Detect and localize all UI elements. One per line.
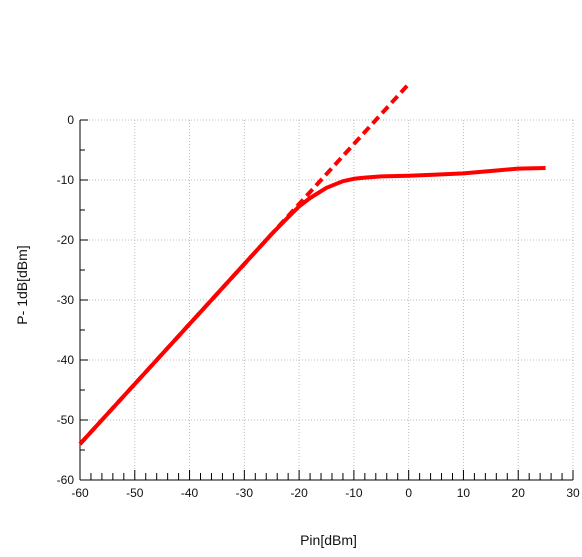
x-tick-label: -30 xyxy=(236,486,254,500)
measured-curve xyxy=(78,166,546,446)
y-tick-label: -10 xyxy=(57,173,75,187)
series-group xyxy=(78,82,546,446)
axes xyxy=(79,119,574,481)
x-tick-label: -60 xyxy=(71,486,89,500)
x-tick-label: 30 xyxy=(566,486,580,500)
grid-lines xyxy=(80,119,574,480)
x-tick-label: 10 xyxy=(457,486,471,500)
x-tick-label: -20 xyxy=(290,486,308,500)
x-axis-title: Pin[dBm] xyxy=(300,532,357,548)
y-tick-label: -40 xyxy=(57,353,75,367)
tick-labels: -60 -50 -40 -30 -20 -10 0 10 20 30 0 -10 -20 -30 -40 -5… xyxy=(57,113,580,500)
y-tick-label: -50 xyxy=(57,413,75,427)
y-tick-label: -20 xyxy=(57,233,75,247)
x-tick-label: -50 xyxy=(126,486,144,500)
x-tick-label: -40 xyxy=(181,486,199,500)
x-tick-label: 0 xyxy=(405,486,412,500)
y-tick-label: 0 xyxy=(67,113,74,127)
y-tick-label: -60 xyxy=(57,473,75,487)
y-tick-label: -30 xyxy=(57,293,75,307)
x-tick-label: 20 xyxy=(512,486,526,500)
x-tick-label: -10 xyxy=(345,486,363,500)
y-axis-title: P- 1dB[dBm] xyxy=(14,245,30,324)
